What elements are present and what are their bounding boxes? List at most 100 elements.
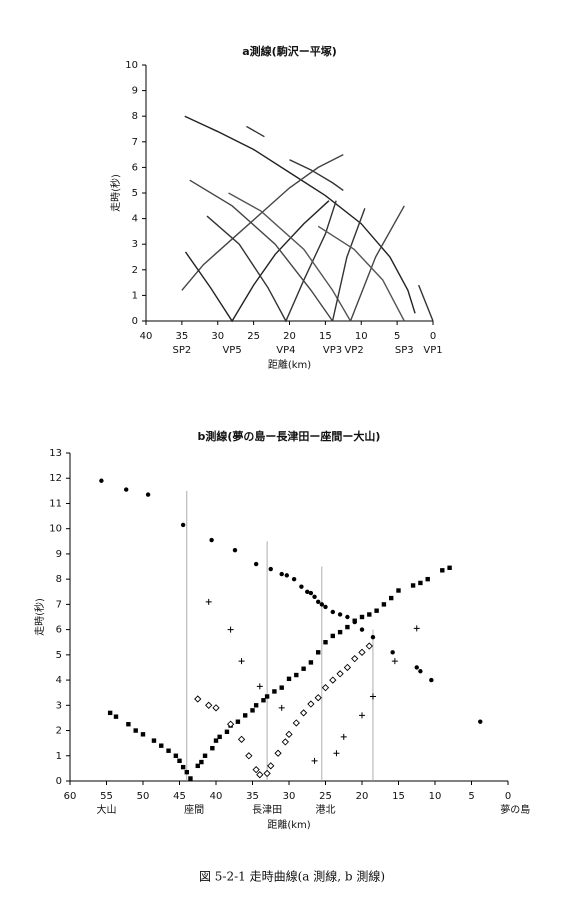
y-tick-label: 7 xyxy=(56,599,62,610)
y-tick-label: 10 xyxy=(125,60,138,71)
point xyxy=(213,738,219,743)
point xyxy=(299,584,304,589)
point xyxy=(358,648,366,656)
point xyxy=(263,769,271,778)
point xyxy=(107,710,113,716)
travel-time-curve xyxy=(228,192,352,322)
travel-time-curve xyxy=(184,200,330,323)
point xyxy=(180,522,186,528)
point xyxy=(274,749,282,757)
y-tick-label: 3 xyxy=(132,239,138,250)
y-tick-label: 8 xyxy=(132,111,138,122)
point xyxy=(212,704,220,712)
point xyxy=(311,757,318,764)
y-tick-label: 6 xyxy=(132,162,138,173)
point xyxy=(291,576,297,582)
point xyxy=(245,752,253,760)
travel-time-curve xyxy=(317,225,405,322)
x-tick-label: 5 xyxy=(394,331,400,342)
point xyxy=(337,612,343,617)
point xyxy=(323,604,328,610)
point xyxy=(359,712,365,719)
x-tick-label: 10 xyxy=(355,331,368,342)
point xyxy=(374,608,379,613)
point xyxy=(113,714,119,719)
point xyxy=(314,694,322,702)
station-label: VP5 xyxy=(222,345,241,356)
y-tick-label: 2 xyxy=(56,726,62,737)
point xyxy=(307,700,315,708)
y-tick-label: 13 xyxy=(49,448,62,459)
point xyxy=(351,654,359,663)
point xyxy=(261,698,266,703)
point xyxy=(140,732,146,737)
point xyxy=(253,703,259,708)
y-tick-label: 8 xyxy=(56,574,62,585)
point xyxy=(166,748,171,753)
x-tick-label: 35 xyxy=(176,331,189,342)
station-label: VP4 xyxy=(276,345,295,356)
x-tick-label: 35 xyxy=(246,791,259,802)
point xyxy=(369,693,376,700)
point xyxy=(340,733,347,740)
y-tick-label: 6 xyxy=(56,625,62,636)
point xyxy=(345,614,350,620)
point xyxy=(253,561,259,567)
point xyxy=(294,672,299,678)
y-tick-label: 5 xyxy=(56,650,62,661)
x-tick-label: 10 xyxy=(429,791,442,802)
x-tick-label: 40 xyxy=(140,331,153,342)
point xyxy=(367,612,372,617)
chart-title: a測線(駒沢ー平塚) xyxy=(242,44,336,58)
point xyxy=(330,609,335,615)
point xyxy=(252,766,260,774)
point xyxy=(316,650,321,655)
x-tick-label: 20 xyxy=(283,331,296,342)
point xyxy=(308,660,314,665)
y-tick-label: 9 xyxy=(132,86,138,97)
caption: 図 5-2-1 走時曲線(a 測線, b 測線) xyxy=(199,869,385,884)
point xyxy=(268,566,273,572)
x-tick-label: 50 xyxy=(137,791,150,802)
point xyxy=(343,663,352,672)
point xyxy=(232,547,238,553)
point xyxy=(99,478,104,483)
point xyxy=(305,589,310,594)
y-tick-label: 0 xyxy=(56,776,62,787)
point xyxy=(227,626,234,633)
point xyxy=(267,762,275,770)
point xyxy=(410,583,416,588)
point xyxy=(321,684,330,692)
station-label: VP2 xyxy=(344,345,363,356)
x-tick-label: 25 xyxy=(247,331,260,342)
point xyxy=(337,629,343,635)
x-tick-label: 0 xyxy=(505,791,511,802)
point xyxy=(312,594,317,600)
point xyxy=(365,642,373,650)
station-label: 長津田 xyxy=(252,804,282,816)
station-label: 港北 xyxy=(316,804,336,816)
station-label: 大山 xyxy=(97,803,117,816)
point xyxy=(210,746,215,751)
point xyxy=(256,683,263,690)
point xyxy=(301,666,306,671)
x-tick-label: 30 xyxy=(283,791,296,802)
x-tick-label: 40 xyxy=(210,791,223,802)
point xyxy=(256,771,264,779)
station-label: SP2 xyxy=(173,345,192,356)
point xyxy=(414,665,419,670)
x-tick-label: 45 xyxy=(173,791,186,802)
y-tick-label: 4 xyxy=(56,675,62,686)
point xyxy=(278,704,285,711)
x-tick-label: 25 xyxy=(319,791,332,802)
point xyxy=(396,588,401,593)
point xyxy=(205,701,213,709)
x-axis-label: 距離(km) xyxy=(268,358,311,371)
y-tick-label: 9 xyxy=(56,549,62,560)
point xyxy=(336,670,344,678)
point xyxy=(173,753,179,758)
point xyxy=(279,571,284,577)
point xyxy=(124,487,129,492)
y-tick-label: 2 xyxy=(132,265,138,276)
x-tick-label: 20 xyxy=(356,791,369,802)
